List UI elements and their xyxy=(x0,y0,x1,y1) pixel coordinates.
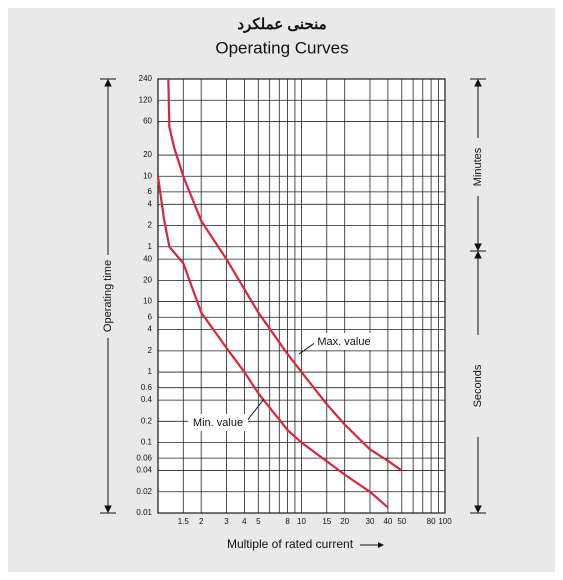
y-tick-label: 60 xyxy=(143,117,152,126)
y-tick-label: 1 xyxy=(148,367,153,376)
y-tick-label: 240 xyxy=(139,74,153,83)
y-tick-label: 20 xyxy=(143,275,152,284)
x-tick-label: 15 xyxy=(322,517,331,526)
y-tick-label: 40 xyxy=(143,254,152,263)
y-tick-label: 0.4 xyxy=(141,395,153,404)
y-tick-label: 2 xyxy=(148,221,153,230)
x-arrow xyxy=(360,542,384,548)
x-axis-label: Multiple of rated current xyxy=(227,537,354,551)
x-tick-label: 50 xyxy=(397,517,406,526)
y-tick-label: 0.04 xyxy=(136,466,152,475)
curve xyxy=(156,176,389,509)
x-tick-label: 8 xyxy=(285,517,290,526)
x-tick-label: 1.5 xyxy=(178,517,190,526)
x-tick-label: 40 xyxy=(383,517,392,526)
series-label: Min. value xyxy=(193,417,243,429)
chart-subtitle: Operating Curves xyxy=(215,38,348,57)
y-tick-label: 0.6 xyxy=(141,383,153,392)
x-tick-label: 80 xyxy=(427,517,436,526)
y-tick-label: 1 xyxy=(148,242,153,251)
y-tick-label: 20 xyxy=(143,150,152,159)
y-tick-label: 2 xyxy=(148,346,153,355)
x-tick-label: 30 xyxy=(366,517,375,526)
annotation: Max. value Min. value xyxy=(188,333,374,431)
series-label: Max. value xyxy=(317,336,370,348)
y-tick-label: 10 xyxy=(143,171,152,180)
x-tick-label: 5 xyxy=(256,517,261,526)
y-tick-label: 4 xyxy=(148,325,153,334)
y-span xyxy=(100,78,486,514)
y-tick-label: 10 xyxy=(143,297,152,306)
y-tick-label: 6 xyxy=(148,187,153,196)
y-tick-label: 0.2 xyxy=(141,416,153,425)
y-tick-label: 0.06 xyxy=(136,453,152,462)
group-label: Minutes xyxy=(472,147,484,186)
y-tick-label: 0.1 xyxy=(141,438,153,447)
chart-title: منحنی عملکرد xyxy=(237,16,326,33)
y-tick-label: 0.02 xyxy=(136,487,152,496)
x-tick-label: 10 xyxy=(297,517,306,526)
x-tick-label: 4 xyxy=(242,517,247,526)
x-tick-label: 2 xyxy=(199,517,204,526)
curve xyxy=(167,78,403,472)
y-tick-label: 0.01 xyxy=(136,508,152,517)
x-tick-label: 3 xyxy=(224,517,229,526)
y-tick-label: 6 xyxy=(148,312,153,321)
x-tick-label: 20 xyxy=(340,517,349,526)
x-tick-label: 100 xyxy=(438,517,452,526)
y-axis-label: Operating time xyxy=(102,260,114,332)
group-label: Seconds xyxy=(472,364,484,407)
y-tick-label: 120 xyxy=(139,95,153,104)
y-tick-label: 4 xyxy=(148,199,153,208)
